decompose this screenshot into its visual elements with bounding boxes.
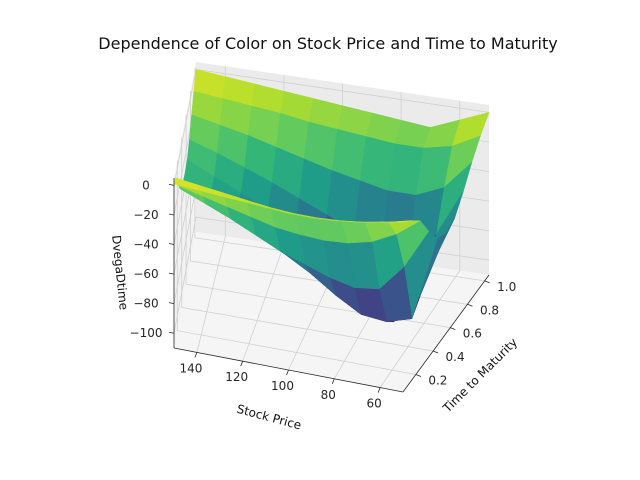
- x-tick-mark: [286, 369, 289, 376]
- x-tick-mark: [194, 352, 198, 358]
- z-tick-label: −40: [133, 238, 158, 252]
- z-tick-label: −20: [133, 208, 158, 222]
- x-tick-label: 100: [271, 379, 294, 393]
- y-tick-label: 0.8: [480, 303, 499, 317]
- y-axis-line: [402, 274, 490, 393]
- tick-labels: 60 80 100 120 140 0.2 0.4 0.6 0.8 1.0 0 −20 −40 −60 −8…: [130, 178, 517, 410]
- surface-plot: [173, 69, 490, 323]
- y-tick-label: 1.0: [497, 280, 516, 294]
- surface-face: [173, 177, 201, 191]
- x-tick-mark: [331, 378, 335, 384]
- y-tick-mark: [467, 303, 473, 307]
- z-tick-mark: [168, 331, 175, 334]
- x-axis-label: Stock Price: [235, 402, 303, 433]
- z-tick-mark: [168, 272, 175, 275]
- chart-title: Dependence of Color on Stock Price and T…: [98, 34, 557, 53]
- x-tick-mark: [377, 387, 381, 393]
- y-gridline: [181, 137, 434, 352]
- z-tick-mark: [168, 302, 175, 305]
- y-tick-label: 0.6: [463, 327, 482, 341]
- z-tick-label: −100: [130, 326, 163, 340]
- y-tick-mark: [450, 327, 456, 331]
- x-tick-label: 140: [179, 361, 202, 375]
- x-tick-label: 60: [366, 397, 381, 411]
- y-tick-mark: [415, 374, 422, 377]
- y-tick-mark: [484, 280, 490, 284]
- z-tick-label: 0: [142, 178, 150, 192]
- z-tick-mark: [168, 213, 175, 216]
- z-axis-label: DvegaDtime: [109, 235, 131, 311]
- y-axis-label: Time to Maturity: [439, 335, 520, 416]
- z-tick-mark: [168, 183, 175, 186]
- z-tick-label: −60: [133, 267, 158, 281]
- x-tick-label: 80: [321, 388, 336, 402]
- x-tick-mark: [240, 361, 244, 367]
- y-tick-label: 0.2: [428, 373, 447, 387]
- y-gridline: [176, 160, 416, 375]
- x-tick-label: 120: [225, 370, 248, 384]
- z-tick-mark: [168, 243, 175, 245]
- z-tick-label: −80: [133, 297, 158, 311]
- y-tick-mark: [432, 350, 439, 354]
- y-tick-label: 0.4: [446, 350, 465, 364]
